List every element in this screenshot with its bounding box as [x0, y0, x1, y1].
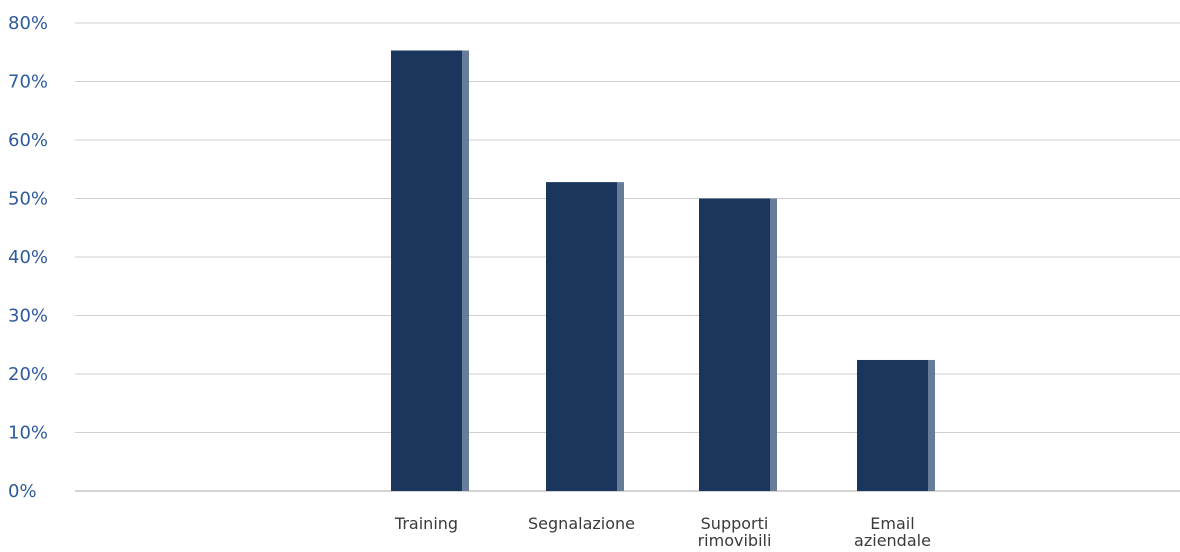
x-tick-label-line: Training: [394, 514, 458, 533]
bar-shadow: [462, 50, 469, 492]
y-tick-label: 30%: [8, 306, 48, 327]
bar-face: [391, 50, 462, 492]
x-tick-label-line: aziendale: [854, 531, 931, 550]
bar-shadow: [617, 182, 624, 491]
x-axis-category-labels: Training Segnalazione Supporti rimovibili Em…: [394, 514, 931, 550]
bar-face: [857, 359, 928, 491]
y-tick-label: 60%: [8, 130, 48, 151]
y-tick-label: 0%: [8, 481, 37, 502]
y-axis-tick-labels: 0% 10% 20% 30% 40% 50% 60% 70% 80%: [8, 13, 48, 502]
bar: [699, 198, 777, 491]
x-tick-label: Supporti rimovibili: [698, 514, 772, 550]
x-tick-label: Segnalazione: [528, 514, 635, 533]
bar-face: [546, 182, 617, 491]
bar: [391, 50, 469, 492]
x-tick-label-line: Supporti: [701, 514, 769, 533]
y-tick-label: 80%: [8, 13, 48, 34]
y-tick-label: 40%: [8, 247, 48, 268]
bars: [391, 50, 935, 492]
x-tick-label-line: Segnalazione: [528, 514, 635, 533]
x-tick-label-line: Email: [870, 514, 914, 533]
y-tick-label: 70%: [8, 72, 48, 93]
y-tick-label: 10%: [8, 423, 48, 444]
bar: [857, 359, 935, 491]
x-tick-label-line: rimovibili: [698, 531, 772, 550]
x-tick-label: Email aziendale: [854, 514, 931, 550]
bar-shadow: [928, 359, 935, 491]
bar: [546, 182, 624, 491]
bar-shadow: [770, 198, 777, 491]
y-tick-label: 50%: [8, 189, 48, 210]
x-tick-label: Training: [394, 514, 458, 533]
y-tick-label: 20%: [8, 364, 48, 385]
gridlines: [75, 22, 1180, 492]
bar-face: [699, 198, 770, 491]
